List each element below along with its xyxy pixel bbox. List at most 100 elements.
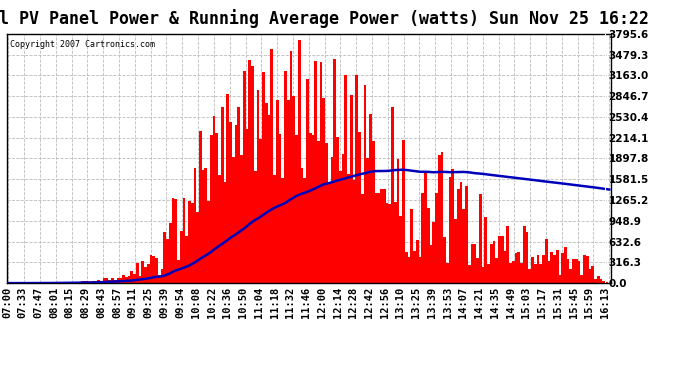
- Bar: [295, 135, 298, 283]
- Text: 14:21: 14:21: [474, 287, 484, 318]
- Bar: [106, 278, 108, 283]
- Bar: [473, 244, 476, 283]
- Bar: [136, 263, 139, 283]
- Bar: [273, 175, 276, 283]
- Bar: [164, 232, 166, 283]
- Bar: [81, 281, 83, 283]
- Text: 13:25: 13:25: [411, 287, 421, 318]
- Bar: [57, 282, 59, 283]
- Text: 15:03: 15:03: [522, 287, 531, 318]
- Bar: [386, 202, 388, 283]
- Bar: [361, 194, 364, 283]
- Bar: [114, 280, 117, 283]
- Bar: [569, 269, 572, 283]
- Bar: [454, 219, 457, 283]
- Bar: [350, 94, 353, 283]
- Text: 13:39: 13:39: [427, 287, 437, 318]
- Bar: [400, 216, 402, 283]
- Bar: [457, 189, 460, 283]
- Bar: [347, 174, 350, 283]
- Bar: [229, 122, 232, 283]
- Bar: [540, 264, 542, 283]
- Bar: [221, 106, 224, 283]
- Text: 07:33: 07:33: [18, 287, 28, 318]
- Bar: [529, 269, 531, 283]
- Bar: [443, 237, 446, 283]
- Bar: [358, 132, 361, 283]
- Bar: [487, 264, 490, 283]
- Bar: [561, 253, 564, 283]
- Bar: [551, 252, 553, 283]
- Bar: [440, 152, 443, 283]
- Bar: [555, 251, 558, 283]
- Bar: [279, 135, 282, 283]
- Bar: [328, 182, 331, 283]
- Bar: [566, 259, 569, 283]
- Bar: [397, 159, 400, 283]
- Text: 14:07: 14:07: [458, 287, 469, 318]
- Bar: [276, 100, 279, 283]
- Bar: [248, 60, 251, 283]
- Bar: [548, 261, 551, 283]
- Bar: [537, 255, 540, 283]
- Bar: [353, 180, 355, 283]
- Bar: [86, 282, 89, 283]
- Bar: [150, 255, 152, 283]
- Bar: [243, 71, 246, 283]
- Bar: [108, 280, 111, 283]
- Bar: [213, 116, 215, 283]
- Text: 10:08: 10:08: [191, 287, 201, 318]
- Bar: [287, 100, 290, 283]
- Bar: [282, 178, 284, 283]
- Bar: [298, 40, 301, 283]
- Bar: [575, 259, 578, 283]
- Text: 13:10: 13:10: [395, 287, 406, 318]
- Bar: [605, 282, 608, 283]
- Bar: [97, 280, 100, 283]
- Bar: [518, 252, 520, 283]
- Bar: [531, 257, 534, 283]
- Bar: [177, 260, 180, 283]
- Bar: [594, 279, 597, 283]
- Bar: [257, 90, 259, 283]
- Bar: [175, 199, 177, 283]
- Bar: [186, 236, 188, 283]
- Bar: [293, 96, 295, 283]
- Bar: [240, 155, 243, 283]
- Bar: [290, 51, 293, 283]
- Text: 15:17: 15:17: [537, 287, 547, 318]
- Bar: [506, 226, 509, 283]
- Text: Copyright 2007 Cartronics.com: Copyright 2007 Cartronics.com: [10, 40, 155, 49]
- Bar: [526, 232, 529, 283]
- Bar: [155, 258, 158, 283]
- Text: 11:18: 11:18: [270, 287, 279, 318]
- Bar: [204, 168, 207, 283]
- Bar: [319, 62, 322, 283]
- Bar: [380, 189, 383, 283]
- Bar: [523, 226, 526, 283]
- Bar: [408, 257, 411, 283]
- Bar: [224, 182, 226, 283]
- Bar: [306, 79, 308, 283]
- Bar: [78, 282, 81, 283]
- Bar: [545, 238, 548, 283]
- Bar: [103, 278, 106, 283]
- Bar: [218, 175, 221, 283]
- Bar: [301, 168, 304, 283]
- Bar: [416, 240, 419, 283]
- Bar: [284, 71, 287, 283]
- Bar: [304, 178, 306, 283]
- Bar: [479, 194, 482, 283]
- Bar: [391, 107, 394, 283]
- Text: 09:11: 09:11: [128, 287, 138, 318]
- Bar: [366, 158, 369, 283]
- Text: 15:31: 15:31: [553, 287, 563, 318]
- Text: 10:36: 10:36: [222, 287, 233, 318]
- Bar: [498, 236, 501, 283]
- Text: 12:28: 12:28: [348, 287, 358, 318]
- Text: 16:13: 16:13: [600, 287, 610, 318]
- Bar: [520, 262, 523, 283]
- Bar: [427, 208, 429, 283]
- Text: 13:53: 13:53: [443, 287, 453, 318]
- Bar: [311, 135, 314, 283]
